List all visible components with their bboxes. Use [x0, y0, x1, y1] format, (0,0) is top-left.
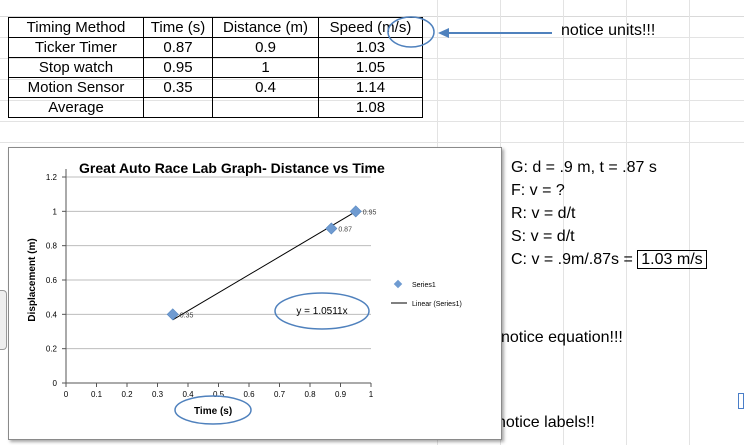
legend-entry: Series1 — [412, 282, 436, 289]
x-tick-label: 0.1 — [91, 390, 103, 399]
table-cell[interactable]: 1 — [212, 57, 319, 78]
chart-title: Great Auto Race Lab Graph- Distance vs T… — [79, 160, 385, 176]
units-note: notice units!!! — [561, 22, 656, 39]
trendline — [172, 211, 357, 321]
table-cell[interactable]: 0.95 — [143, 57, 213, 78]
table-cell[interactable]: Average — [8, 97, 144, 118]
table-cell[interactable]: Distance (m) — [212, 17, 319, 38]
table-header-row: Timing Method Time (s) Distance (m) Spee… — [8, 17, 423, 38]
solution-calculate: C: v = .9m/.87s = 1.03 m/s — [511, 248, 707, 271]
table-cell[interactable]: Motion Sensor — [8, 77, 144, 98]
xlabel-callout-ellipse — [174, 395, 252, 425]
table-row: Motion Sensor 0.35 0.4 1.14 — [8, 77, 423, 98]
x-tick-label: 1 — [369, 390, 374, 399]
table-cell[interactable]: Ticker Timer — [8, 37, 144, 58]
data-label: 0.35 — [180, 312, 194, 319]
chart-object[interactable]: Great Auto Race Lab Graph- Distance vs T… — [8, 147, 502, 440]
solution-given: G: d = .9 m, t = .87 s — [511, 159, 657, 176]
y-tick-label: 0.2 — [46, 345, 58, 354]
y-tick-label: 0.8 — [46, 242, 58, 251]
data-label: 0.87 — [338, 227, 352, 234]
solution-block: G: d = .9 m, t = .87 s F: v = ? R: v = d… — [511, 156, 707, 271]
timing-data-table: Timing Method Time (s) Distance (m) Spee… — [8, 17, 423, 118]
table-cell[interactable]: 0.9 — [212, 37, 319, 58]
selection-edge — [738, 393, 744, 409]
x-tick-label: 0.2 — [121, 390, 133, 399]
x-tick-label: 0.9 — [335, 390, 347, 399]
x-tick-label: 0 — [64, 390, 69, 399]
y-tick-label: 0 — [53, 379, 58, 388]
x-tick-label: 0.4 — [182, 390, 194, 399]
trendline-equation: y = 1.0511x — [296, 306, 347, 317]
sheet-header-strip — [0, 0, 744, 17]
table-cell[interactable]: 0.35 — [143, 77, 213, 98]
data-label: 0.95 — [363, 209, 377, 216]
sheet-gridline — [626, 0, 627, 445]
table-cell[interactable]: 1.03 — [318, 37, 423, 58]
sheet-gridline — [0, 142, 744, 143]
table-cell[interactable]: 0.87 — [143, 37, 213, 58]
table-cell[interactable]: 1.08 — [318, 97, 423, 118]
y-tick-label: 0.6 — [46, 276, 58, 285]
y-axis-label: Displacement (m) — [27, 238, 38, 321]
data-point — [166, 308, 179, 321]
table-cell[interactable]: Time (s) — [143, 17, 213, 38]
table-row: Average 1.08 — [8, 97, 423, 118]
side-handle[interactable] — [0, 290, 7, 350]
solution-answer: 1.03 m/s — [637, 250, 707, 269]
table-row: Ticker Timer 0.87 0.9 1.03 — [8, 37, 423, 58]
legend-marker — [393, 279, 403, 289]
table-cell[interactable]: Speed (m/s) — [318, 17, 423, 38]
sheet-gridline — [689, 0, 690, 445]
data-point — [349, 205, 362, 218]
solution-relationship: R: v = d/t — [511, 205, 576, 222]
legend-entry: Linear (Series1) — [412, 301, 462, 308]
table-cell[interactable] — [143, 97, 213, 118]
y-tick-label: 1.2 — [46, 173, 58, 182]
y-tick-label: 1 — [53, 207, 58, 216]
sheet-gridline — [563, 0, 564, 445]
x-tick-label: 0.6 — [243, 390, 255, 399]
solution-solve: S: v = d/t — [511, 228, 575, 245]
y-tick-label: 0.4 — [46, 310, 58, 319]
x-tick-label: 0.5 — [213, 390, 225, 399]
data-point — [325, 222, 338, 235]
table-row: Stop watch 0.95 1 1.05 — [8, 57, 423, 78]
x-tick-label: 0.8 — [304, 390, 316, 399]
sheet-gridline — [0, 121, 744, 122]
table-cell[interactable]: Stop watch — [8, 57, 144, 78]
solution-find: F: v = ? — [511, 182, 565, 199]
x-tick-label: 0.7 — [274, 390, 286, 399]
table-cell[interactable]: Timing Method — [8, 17, 144, 38]
table-cell[interactable]: 1.14 — [318, 77, 423, 98]
table-cell[interactable]: 0.4 — [212, 77, 319, 98]
table-cell[interactable] — [212, 97, 319, 118]
x-axis-label: Time (s) — [194, 406, 232, 417]
equation-callout-ellipse — [274, 292, 370, 330]
table-cell[interactable]: 1.05 — [318, 57, 423, 78]
labels-note: notice labels!! — [497, 414, 595, 431]
scatter-chart: Great Auto Race Lab Graph- Distance vs T… — [27, 160, 462, 425]
equation-note: notice equation!!! — [501, 329, 623, 346]
solution-calculate-prefix: C: v = .9m/.87s = — [511, 251, 638, 268]
x-tick-label: 0.3 — [152, 390, 164, 399]
